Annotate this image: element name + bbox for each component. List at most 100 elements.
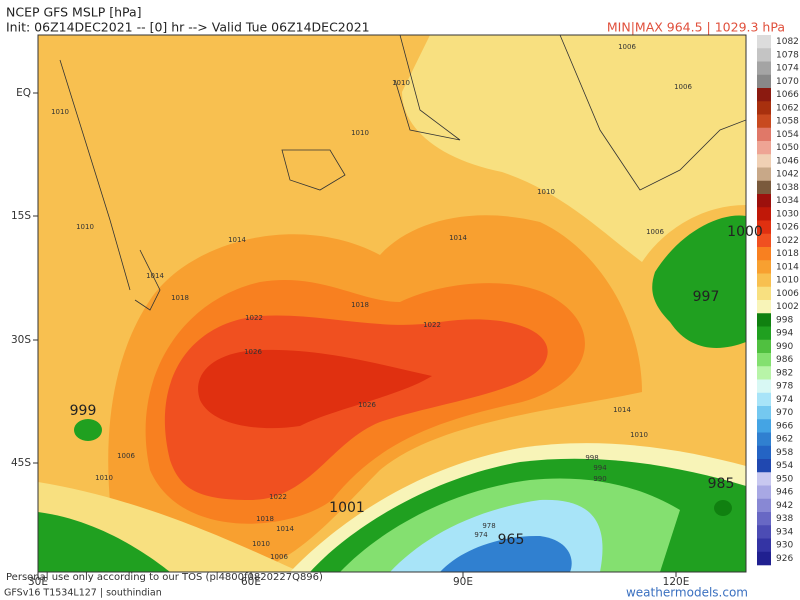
contour-label: 1006 [674, 83, 692, 91]
coastlines [38, 35, 746, 311]
colorbar-swatch [757, 339, 771, 354]
colorbar-label: 1014 [776, 262, 799, 272]
map-frame [37, 34, 747, 573]
field-1026 [198, 349, 432, 429]
colorbar-label: 962 [776, 435, 793, 445]
colorbar-label: 974 [776, 395, 793, 405]
colorbar-label: 998 [776, 315, 793, 325]
colorbar-label: 1050 [776, 143, 799, 153]
map-fill [38, 35, 746, 572]
pressure-center: 965 [498, 532, 525, 548]
colorbar-label: 1010 [776, 276, 799, 286]
colorbar-swatch [757, 485, 771, 500]
contour-label: 1026 [358, 401, 376, 409]
colorbar-label: 1062 [776, 103, 799, 113]
contour-label: 1006 [618, 43, 636, 51]
pressure-center: 997 [693, 289, 720, 305]
colorbar-label: 930 [776, 541, 793, 551]
colorbar-label: 954 [776, 461, 793, 471]
colorbar-label: 1082 [776, 37, 799, 47]
colorbar-swatch [757, 233, 771, 248]
colorbar-label: 970 [776, 408, 793, 418]
colorbar-swatch [757, 432, 771, 447]
notice: Personal use only according to our TOS (… [6, 572, 323, 583]
field-low-985 [714, 500, 732, 516]
colorbar-swatch [757, 154, 771, 168]
colorbar-swatch [757, 512, 771, 526]
contour-label: 994 [593, 464, 607, 472]
colorbar-label: 1002 [776, 302, 799, 312]
colorbar-label: 934 [776, 527, 793, 537]
colorbar-label: 1074 [776, 64, 799, 74]
contour-label: 1014 [146, 272, 164, 280]
pressure-center: 1001 [329, 500, 365, 516]
colorbar-swatch [757, 207, 771, 221]
contour-label: 998 [585, 454, 598, 462]
colorbar-swatch [757, 379, 771, 394]
colorbar-label: 942 [776, 501, 793, 511]
colorbar-label: 1006 [776, 289, 799, 299]
colorbar-label: 926 [776, 554, 793, 564]
colorbar-label: 958 [776, 448, 793, 458]
colorbar-swatch [757, 445, 771, 460]
contour-label: 1014 [449, 234, 467, 242]
lat-label: 15S [11, 210, 31, 222]
contour-label: 1022 [245, 314, 263, 322]
contour-label: 1010 [252, 540, 270, 548]
lat-label: 45S [11, 457, 31, 469]
contour-label: 1006 [270, 553, 288, 561]
field-1006 [402, 35, 746, 262]
colorbar-label: 1018 [776, 249, 799, 259]
colorbar-swatch [757, 141, 771, 155]
contour-label: 1010 [51, 108, 69, 116]
lon-label: 120E [663, 576, 690, 588]
colorbar-label: 994 [776, 329, 793, 339]
colorbar-label: 1066 [776, 90, 799, 100]
colorbar-swatch [757, 48, 771, 62]
lat-label: 30S [11, 334, 31, 346]
colorbar-label: 1078 [776, 50, 799, 60]
colorbar-label: 946 [776, 488, 793, 498]
colorbar-swatch [757, 247, 771, 261]
colorbar-swatch [757, 127, 771, 142]
contour-label: 1014 [613, 406, 631, 414]
colorbar-label: 950 [776, 474, 793, 484]
colorbar-swatch [757, 538, 771, 553]
colorbar-swatch [757, 167, 771, 182]
colorbar-label: 966 [776, 421, 793, 431]
colorbar-swatch [757, 88, 771, 102]
colorbar-swatch [757, 326, 771, 341]
site: weathermodels.com [626, 586, 748, 600]
model-info: GFSv16 T1534L127 | southindian [4, 588, 162, 599]
field-south-green [38, 512, 170, 572]
colorbar-label: 1038 [776, 183, 799, 193]
colorbar-swatch [757, 366, 771, 380]
colorbar-swatch [757, 525, 771, 539]
contour-label: 1010 [76, 223, 94, 231]
colorbar-swatch [757, 286, 771, 301]
colorbar-swatch [757, 313, 771, 327]
colorbar-swatch [757, 114, 771, 129]
colorbar-swatch [757, 551, 771, 566]
colorbar-swatch [757, 35, 771, 49]
contour-label: 1026 [244, 348, 262, 356]
contour-label: 1010 [630, 431, 648, 439]
contour-label: 1010 [95, 474, 113, 482]
colorbar-label: 1026 [776, 223, 799, 233]
colorbar-label: 1054 [776, 130, 799, 140]
contour-label: 974 [474, 531, 488, 539]
axis-ticks [33, 92, 677, 577]
colorbar-label: 986 [776, 355, 793, 365]
colorbar-label: 1030 [776, 209, 799, 219]
colorbar-swatch [757, 220, 771, 235]
colorbar-label: 1034 [776, 196, 799, 206]
min-max: MIN|MAX 964.5 | 1029.3 hPa [607, 20, 785, 35]
colorbar-swatch [757, 74, 771, 89]
contour-label: 1018 [171, 294, 189, 302]
colorbar-label: 1022 [776, 236, 799, 246]
lon-label: 30E [28, 576, 48, 588]
colorbar-swatch [757, 61, 771, 76]
colorbar-swatch [757, 406, 771, 420]
contour-label: 1022 [423, 321, 441, 329]
